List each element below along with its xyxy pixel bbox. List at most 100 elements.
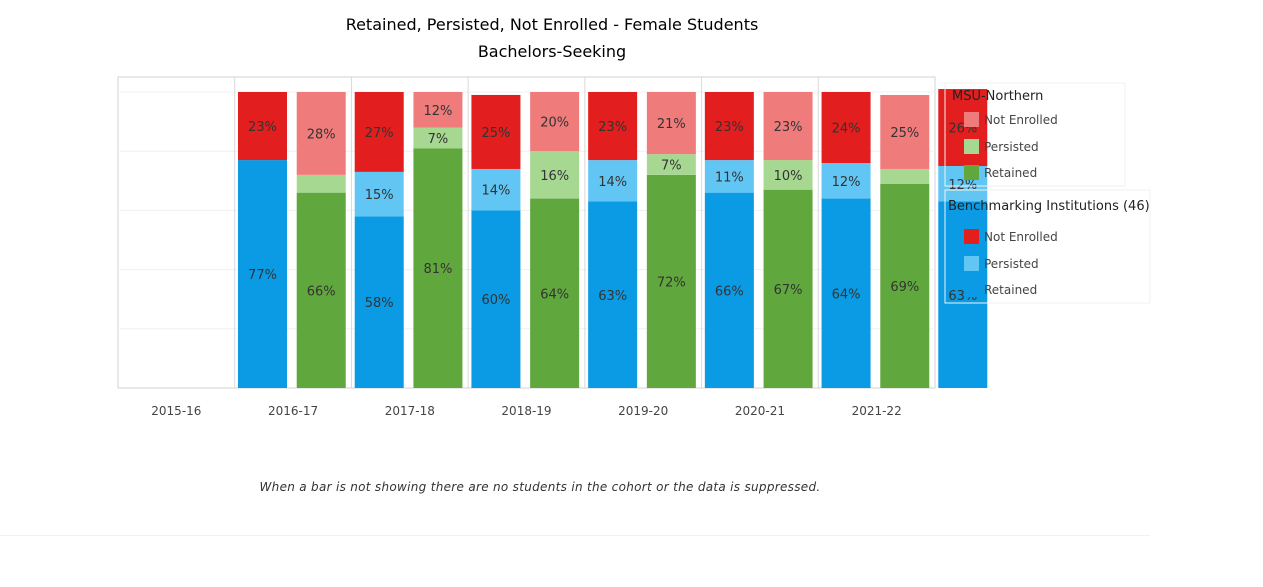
- legend-title-benchmark: Benchmarking Institutions (46): [948, 199, 1150, 214]
- bar-benchmark-not-enrolled: [704, 92, 754, 161]
- bar-msu-persisted: [763, 160, 813, 190]
- bar-msu-persisted: [646, 154, 696, 175]
- data-label: 14%: [598, 175, 627, 190]
- bar-msu-persisted: [880, 168, 930, 184]
- legend-box-msu: [944, 82, 1126, 187]
- data-label: 63%: [598, 289, 627, 304]
- x-tick-label: 2019-20: [618, 404, 668, 418]
- data-label: 15%: [365, 188, 394, 203]
- legend-item-msu-retained[interactable]: Retained: [964, 165, 1037, 180]
- legend-swatch: [964, 229, 979, 244]
- data-label: 69%: [890, 280, 919, 295]
- divider: [0, 535, 1150, 536]
- data-label: 77%: [248, 268, 277, 283]
- bar-msu-retained: [296, 192, 346, 388]
- bar-benchmark-persisted: [821, 163, 871, 199]
- bar-msu-not-enrolled: [763, 92, 813, 161]
- data-label: 23%: [774, 120, 803, 135]
- legend-swatch: [964, 112, 979, 127]
- data-label: 81%: [423, 262, 452, 277]
- bar-benchmark-not-enrolled: [821, 92, 871, 164]
- data-label: 60%: [481, 293, 510, 308]
- data-label: 72%: [657, 275, 686, 290]
- bar-benchmark-persisted: [704, 160, 754, 193]
- data-label: 20%: [540, 116, 569, 131]
- bar-msu-persisted: [413, 127, 463, 149]
- data-label: 67%: [774, 283, 803, 298]
- bar-benchmark-persisted: [938, 166, 988, 202]
- bar-msu-retained: [530, 198, 580, 388]
- bar-benchmark-retained: [354, 216, 404, 388]
- bar-msu-not-enrolled: [296, 92, 346, 175]
- data-label: 64%: [540, 287, 569, 302]
- legend-label: Retained: [984, 282, 1038, 297]
- data-label: 12%: [948, 178, 977, 193]
- bar-benchmark-retained: [938, 201, 988, 388]
- bar-benchmark-persisted: [471, 168, 521, 211]
- data-label: 23%: [598, 120, 627, 135]
- data-label: 11%: [715, 170, 744, 185]
- bar-benchmark-persisted: [354, 171, 404, 217]
- legend-item-bench-retained[interactable]: Retained: [964, 282, 1037, 297]
- data-label: 27%: [365, 126, 394, 141]
- data-label: 25%: [481, 126, 510, 141]
- data-label: 23%: [715, 120, 744, 135]
- legend-box-benchmark: [944, 189, 1151, 304]
- x-tick-label: 2017-18: [385, 404, 435, 418]
- bar-msu-persisted: [530, 151, 580, 199]
- bar-benchmark-retained: [238, 160, 287, 388]
- legend-swatch: [964, 165, 979, 180]
- data-label: 58%: [365, 296, 394, 311]
- bar-benchmark-persisted: [588, 160, 638, 202]
- legend-title-msu: MSU-Northern: [952, 89, 1044, 104]
- bar-benchmark-not-enrolled: [938, 89, 988, 166]
- data-label: 7%: [428, 132, 449, 147]
- data-label: 25%: [890, 126, 919, 141]
- bar-msu-retained: [646, 174, 696, 388]
- legend-label: Retained: [984, 165, 1038, 180]
- x-tick-label: 2016-17: [268, 404, 318, 418]
- bar-msu-retained: [880, 183, 930, 388]
- x-tick-label: 2018-19: [501, 404, 551, 418]
- bar-msu-persisted: [296, 174, 346, 193]
- data-label: 12%: [832, 175, 861, 190]
- bar-msu-not-enrolled: [530, 92, 580, 152]
- x-tick-label: 2015-16: [151, 404, 201, 418]
- data-label: 66%: [715, 284, 744, 299]
- legend-swatch: [964, 139, 979, 154]
- data-label: 64%: [832, 287, 861, 302]
- data-label: 7%: [661, 159, 682, 174]
- bar-benchmark-not-enrolled: [238, 92, 287, 161]
- chart-subtitle: Bachelors-Seeking: [477, 42, 627, 61]
- data-label: 16%: [540, 169, 569, 184]
- bar-msu-not-enrolled: [413, 92, 463, 128]
- data-label: 24%: [832, 122, 861, 137]
- legend-item-msu-persisted[interactable]: Persisted: [964, 139, 1039, 154]
- bar-benchmark-not-enrolled: [588, 92, 638, 161]
- x-tick-label: 2021-22: [852, 404, 902, 418]
- bar-benchmark-retained: [704, 192, 754, 388]
- bar-msu-not-enrolled: [880, 94, 930, 169]
- bar-msu-not-enrolled: [646, 92, 696, 155]
- bar-benchmark-retained: [471, 210, 521, 388]
- bar-msu-retained: [763, 189, 813, 388]
- data-label: 23%: [248, 120, 277, 135]
- legend-swatch: [964, 282, 979, 297]
- legend-label: Not Enrolled: [984, 112, 1058, 127]
- data-label: 12%: [423, 104, 452, 119]
- legend-swatch: [964, 256, 979, 271]
- data-label: 21%: [657, 117, 686, 132]
- legend-item-msu-not-enrolled[interactable]: Not Enrolled: [964, 112, 1058, 127]
- legend-label: Persisted: [984, 256, 1039, 271]
- chart-footnote: When a bar is not showing there are no s…: [259, 480, 821, 494]
- legend-item-bench-persisted[interactable]: Persisted: [964, 256, 1039, 271]
- data-label: 28%: [307, 127, 336, 142]
- bar-msu-retained: [413, 148, 463, 388]
- bar-benchmark-not-enrolled: [471, 94, 521, 169]
- legend-item-bench-not-enrolled[interactable]: Not Enrolled: [964, 229, 1058, 244]
- legend-label: Not Enrolled: [984, 229, 1058, 244]
- x-tick-label: 2020-21: [735, 404, 785, 418]
- bar-benchmark-retained: [821, 198, 871, 388]
- bar-benchmark-not-enrolled: [354, 92, 404, 172]
